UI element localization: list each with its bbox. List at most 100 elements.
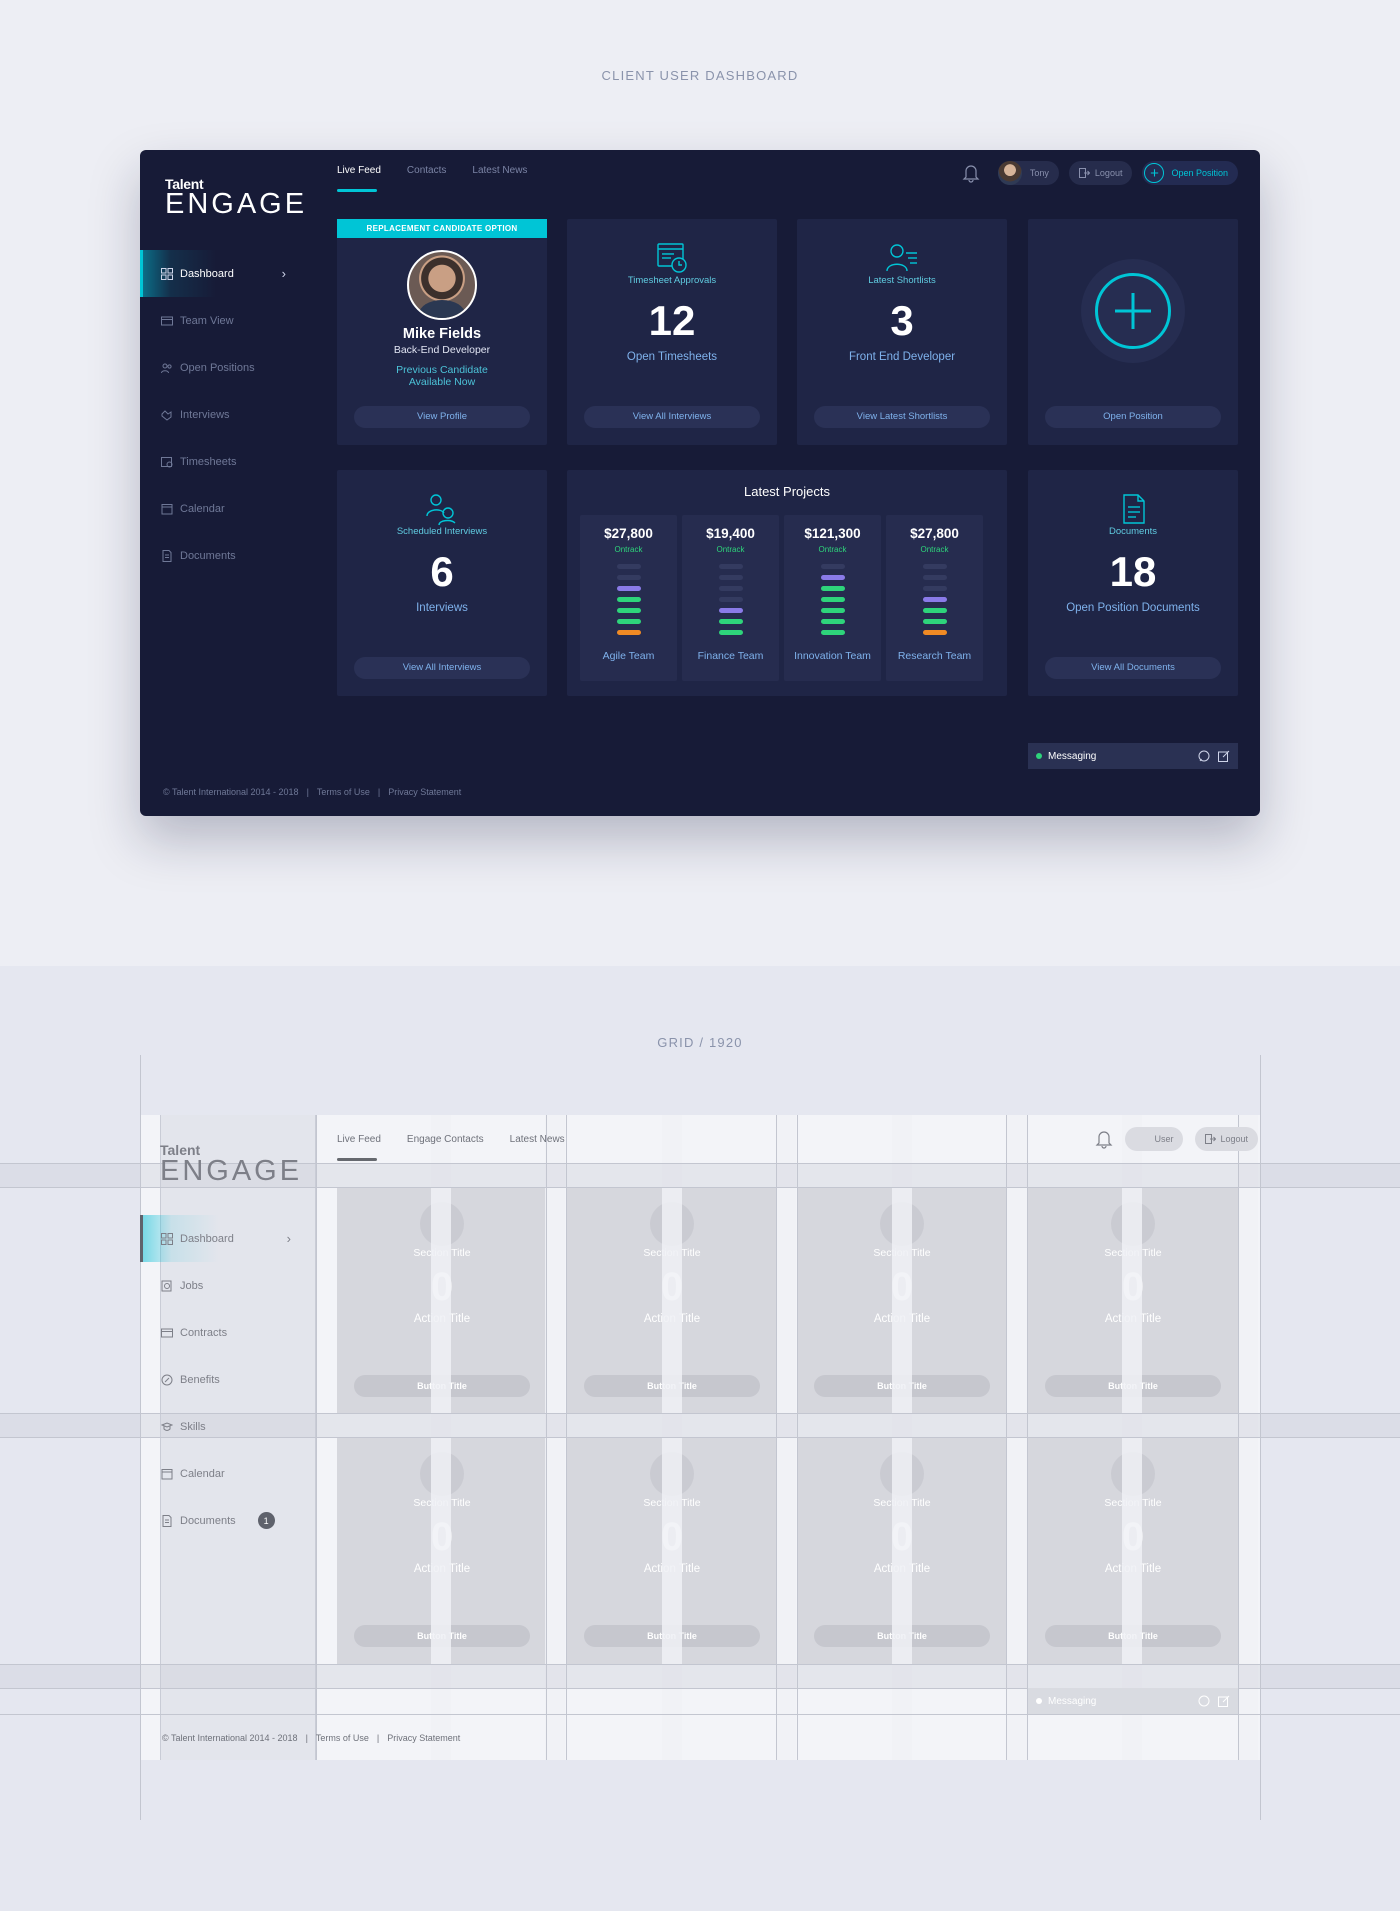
project-tile[interactable]: $121,300 Ontrack Innovation Team bbox=[784, 515, 881, 681]
copyright: © Talent International 2014 - 2018 bbox=[163, 787, 299, 797]
add-position-button[interactable] bbox=[1081, 259, 1185, 363]
progress-segment bbox=[922, 575, 947, 580]
interviews-title: Scheduled Interviews bbox=[396, 526, 488, 537]
shortlist-icon bbox=[797, 241, 1007, 275]
avatar bbox=[997, 161, 1022, 185]
open-position-button[interactable]: Open Position bbox=[1045, 406, 1221, 428]
plus-circle-icon bbox=[1095, 273, 1171, 349]
sidebar-item-documents[interactable]: Documents bbox=[140, 532, 310, 579]
grid-privacy-link[interactable]: Privacy Statement bbox=[387, 1733, 461, 1743]
calendar-icon bbox=[160, 503, 173, 515]
grid-line bbox=[0, 1688, 1400, 1689]
grid-sidebar-item-benefits[interactable]: Benefits bbox=[140, 1356, 315, 1403]
candidate-photo bbox=[407, 250, 477, 320]
grid-icon bbox=[160, 267, 173, 280]
grid-tab-latest-news[interactable]: Latest News bbox=[509, 1134, 565, 1145]
grid-sidebar-item-skills[interactable]: Skills bbox=[140, 1403, 315, 1450]
progress-segment bbox=[718, 575, 743, 580]
document-icon bbox=[1028, 492, 1238, 526]
sidebar-item-calendar[interactable]: Calendar bbox=[140, 485, 310, 532]
project-tile[interactable]: $27,800 Ontrack Agile Team bbox=[580, 515, 677, 681]
tab-contacts[interactable]: Contacts bbox=[406, 165, 447, 176]
open-position-card: Open Position bbox=[1028, 219, 1238, 445]
bell-icon[interactable] bbox=[962, 163, 980, 183]
timesheet-icon bbox=[160, 456, 173, 468]
grid-line bbox=[0, 1413, 1400, 1414]
logo[interactable]: Talent ENGAGE bbox=[165, 176, 308, 220]
grid-line bbox=[1027, 1115, 1028, 1760]
project-progress-bars bbox=[718, 564, 743, 636]
top-bar: Tony Logout + Open Position bbox=[962, 161, 1238, 185]
project-amount: $19,400 bbox=[706, 526, 755, 541]
privacy-link[interactable]: Privacy Statement bbox=[388, 787, 462, 797]
grid-row-band bbox=[0, 1163, 1400, 1187]
project-tile[interactable]: $27,800 Ontrack Research Team bbox=[886, 515, 983, 681]
bell-icon[interactable] bbox=[1095, 1129, 1113, 1149]
sidebar-item-team-view[interactable]: Team View bbox=[140, 297, 310, 344]
project-status: Ontrack bbox=[614, 545, 643, 554]
sidebar-item-timesheets[interactable]: Timesheets bbox=[140, 438, 310, 485]
logout-icon bbox=[1205, 1134, 1217, 1144]
project-tile[interactable]: $19,400 Ontrack Finance Team bbox=[682, 515, 779, 681]
grid-tab-engage-contacts[interactable]: Engage Contacts bbox=[406, 1134, 484, 1145]
grid-section-title: GRID / 1920 bbox=[657, 1035, 743, 1050]
user-menu[interactable]: Tony bbox=[997, 161, 1059, 185]
view-all-interviews-button-2[interactable]: View All Interviews bbox=[354, 657, 530, 679]
grid-messaging-bar[interactable]: Messaging bbox=[1028, 1688, 1238, 1714]
grid-sidebar-item-jobs[interactable]: Jobs bbox=[140, 1262, 315, 1309]
progress-segment bbox=[718, 564, 743, 569]
view-all-interviews-button[interactable]: View All Interviews bbox=[584, 406, 760, 428]
tab-latest-news[interactable]: Latest News bbox=[472, 165, 528, 176]
compose-icon[interactable] bbox=[1218, 1695, 1230, 1707]
progress-segment bbox=[820, 586, 845, 591]
project-status: Ontrack bbox=[920, 545, 949, 554]
progress-segment bbox=[820, 597, 845, 602]
progress-segment bbox=[718, 597, 743, 602]
progress-segment bbox=[616, 575, 641, 580]
grid-line bbox=[0, 1437, 1400, 1438]
view-latest-shortlists-button[interactable]: View Latest Shortlists bbox=[814, 406, 990, 428]
messaging-bar[interactable]: Messaging bbox=[1028, 743, 1238, 769]
projects-list: $27,800 Ontrack Agile Team $19,400 Ontrack Fi… bbox=[580, 515, 983, 681]
handshake-icon bbox=[160, 409, 173, 421]
sidebar-item-label: Dashboard bbox=[180, 267, 234, 280]
grid-sidebar-item-dashboard[interactable]: Dashboard › bbox=[140, 1215, 315, 1262]
progress-segment bbox=[718, 619, 743, 624]
grid-terms-link[interactable]: Terms of Use bbox=[315, 1733, 369, 1743]
grid-sidebar-item-contracts[interactable]: Contracts bbox=[140, 1309, 315, 1356]
compose-icon[interactable] bbox=[1218, 750, 1230, 762]
progress-segment bbox=[922, 619, 947, 624]
view-all-documents-button[interactable]: View All Documents bbox=[1045, 657, 1221, 679]
logout-button[interactable]: Logout bbox=[1068, 161, 1133, 185]
grid-logout-button[interactable]: Logout bbox=[1195, 1127, 1258, 1151]
footer: © Talent International 2014 - 2018 | Ter… bbox=[163, 787, 462, 797]
sidebar: Dashboard › Team View Open Positions Int… bbox=[140, 250, 310, 579]
sidebar-item-open-positions[interactable]: Open Positions bbox=[140, 344, 310, 391]
tab-live-feed[interactable]: Live Feed bbox=[337, 165, 381, 192]
interviews-card: Scheduled Interviews 6 Interviews View A… bbox=[337, 470, 547, 696]
chat-icon[interactable] bbox=[1198, 750, 1210, 762]
sidebar-item-interviews[interactable]: Interviews bbox=[140, 391, 310, 438]
grid-sidebar-item-calendar[interactable]: Calendar bbox=[140, 1450, 315, 1497]
timesheet-title: Timesheet Approvals bbox=[627, 275, 717, 286]
documents-badge: 1 bbox=[257, 1512, 275, 1529]
grid-user-menu[interactable]: User bbox=[1125, 1127, 1184, 1151]
view-profile-button[interactable]: View Profile bbox=[354, 406, 530, 428]
chat-icon[interactable] bbox=[1198, 1695, 1210, 1707]
open-position-header-button[interactable]: + Open Position bbox=[1142, 161, 1238, 185]
sidebar-item-dashboard[interactable]: Dashboard › bbox=[140, 250, 310, 297]
candidate-role: Back-End Developer bbox=[393, 344, 491, 356]
grid-tab-live-feed[interactable]: Live Feed bbox=[337, 1134, 381, 1161]
grid-icon bbox=[160, 1232, 173, 1245]
terms-link[interactable]: Terms of Use bbox=[316, 787, 370, 797]
dashboard-section-title: CLIENT USER DASHBOARD bbox=[601, 68, 799, 83]
shortlist-card: Latest Shortlists 3 Front End Developer … bbox=[797, 219, 1007, 445]
grid-line bbox=[1006, 1115, 1007, 1760]
grid-line bbox=[797, 1115, 798, 1760]
documents-subtitle: Open Position Documents bbox=[1066, 602, 1200, 614]
team-icon bbox=[160, 315, 173, 327]
grid-sidebar-item-documents[interactable]: Documents 1 bbox=[140, 1497, 315, 1544]
progress-segment bbox=[616, 597, 641, 602]
documents-count: 18 bbox=[1109, 548, 1157, 595]
online-indicator bbox=[1036, 753, 1042, 759]
